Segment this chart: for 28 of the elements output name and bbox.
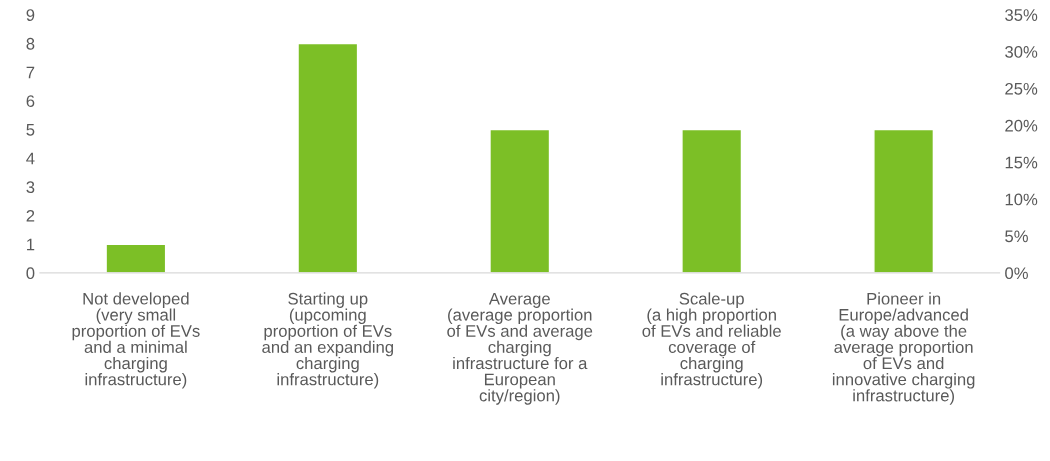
y-tick-label: 2: [26, 209, 35, 222]
y2-tick-label: 5%: [1005, 230, 1028, 243]
y-tick-label: 8: [26, 37, 35, 50]
x-tick-label: Average (average proportion of EVs and average charging infrastructure for a European city/region): [447, 292, 593, 405]
x-tick-label: Not developed (very small proportion of EVs and a minimal charging infrastructure): [72, 292, 200, 389]
y-tick-label: 4: [26, 152, 35, 165]
bar: [681, 128, 743, 273]
x-tick-label: Scale-up (a high proportion of EVs and reliable coverage of charging infrastructure): [642, 292, 781, 389]
y2-tick-label: 15%: [1005, 156, 1038, 169]
y-tick-label: 7: [26, 66, 35, 79]
y2-tick-label: 35%: [1005, 9, 1038, 21]
y2-tick-label: 20%: [1005, 119, 1038, 132]
y-tick-label: 1: [27, 238, 35, 251]
y-tick-label: 6: [26, 95, 35, 108]
bar: [297, 42, 359, 273]
y-tick-label: 3: [26, 181, 35, 194]
y2-tick-label: 25%: [1005, 82, 1038, 95]
y-tick-label: 0: [26, 267, 35, 280]
bar: [105, 243, 167, 273]
y2-tick-label: 10%: [1005, 193, 1038, 206]
y-tick-label: 5: [26, 124, 35, 136]
bar: [489, 128, 551, 273]
y2-tick-label: 0%: [1005, 267, 1028, 280]
bar: [873, 128, 935, 273]
x-tick-label: Starting up (upcoming proportion of EVs and an expanding charging infrastructure): [262, 292, 394, 389]
x-tick-label: Pioneer in Europe/advanced (a way above the average proportion of EVs and innovative charging infrastructure): [832, 292, 975, 405]
y2-tick-label: 30%: [1005, 46, 1038, 58]
y-tick-label: 9: [26, 9, 35, 21]
